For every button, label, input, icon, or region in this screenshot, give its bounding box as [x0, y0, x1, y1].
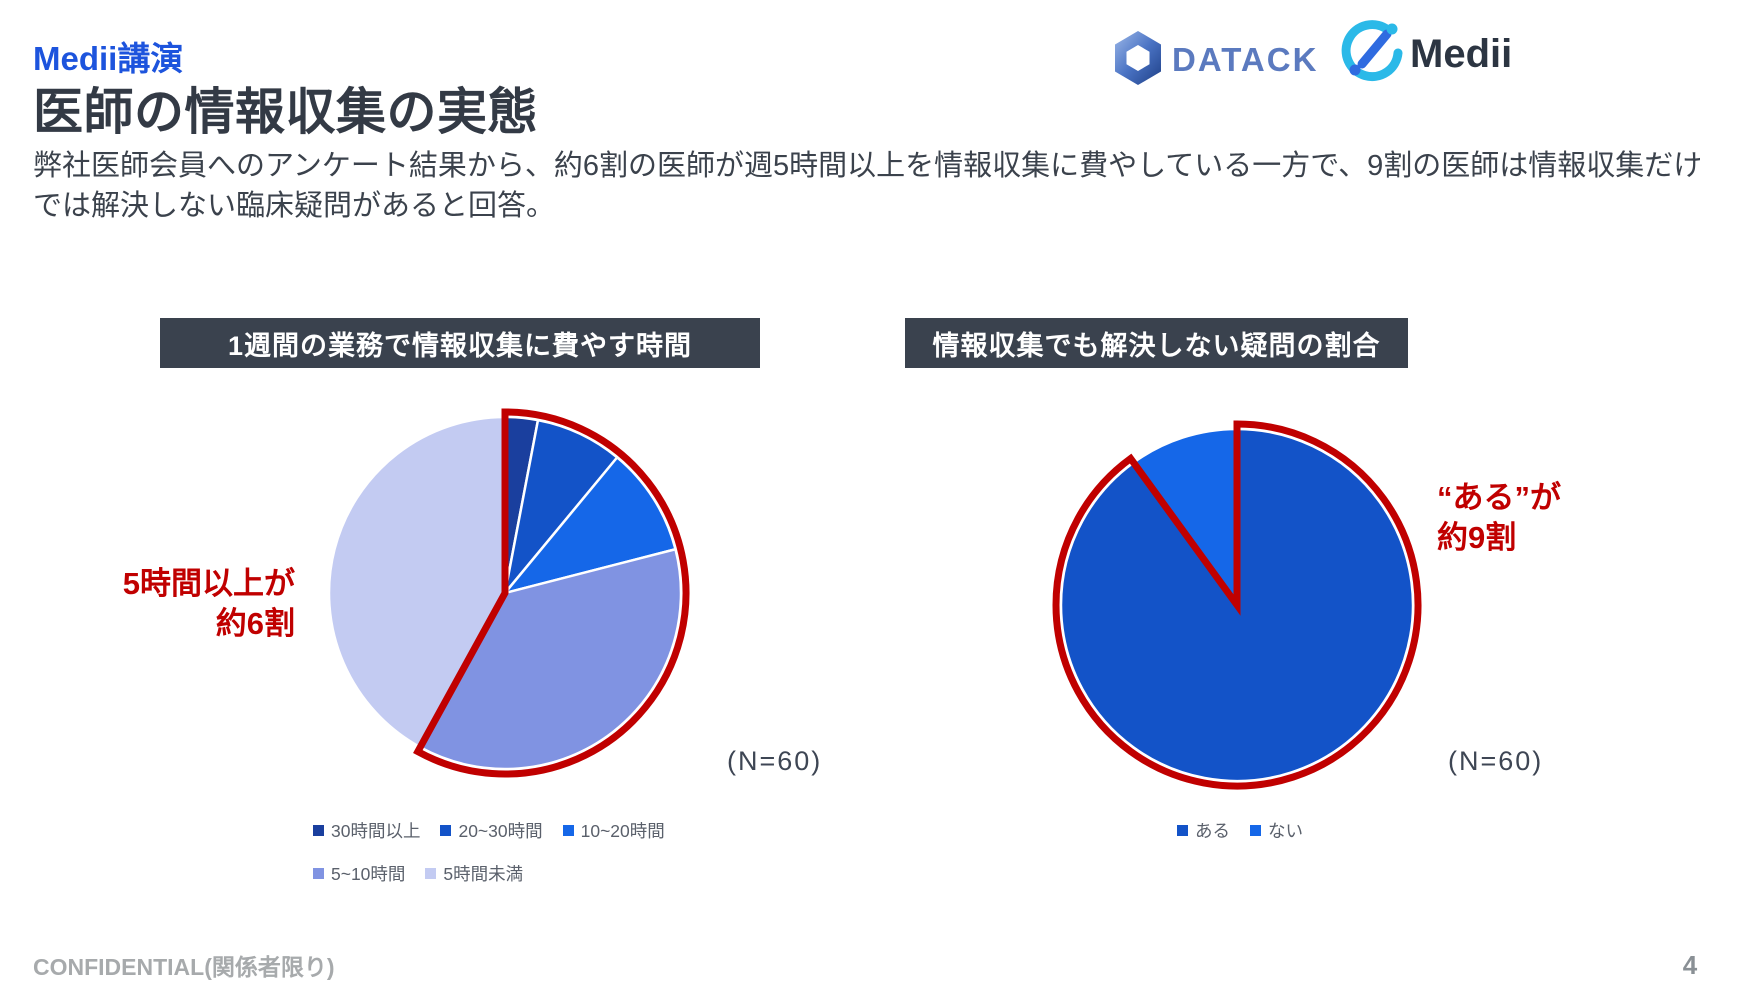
legend: ある ない: [1005, 818, 1475, 843]
legend-item-1: ある: [1177, 818, 1230, 843]
highlight-callout-9wari: “ある”が 約9割: [1437, 478, 1657, 558]
highlight-outline: [413, 408, 690, 778]
highlight-callout-6wari: 5時間以上が 約6割: [55, 564, 295, 644]
page-title: 医師の情報収集の実態: [33, 84, 538, 140]
legend-item-2: ない: [1250, 818, 1303, 843]
legend-item-3: 10~20時間: [562, 818, 665, 843]
sample-size-label: (N=60): [1448, 746, 1544, 776]
callout-line2: 約9割: [1437, 520, 1517, 555]
medii-logo: Medii: [1340, 20, 1550, 91]
legend-label: ない: [1268, 821, 1303, 841]
legend-marker-icon: [313, 868, 324, 879]
medii-swirl-icon: Medii: [1341, 20, 1512, 82]
legend-marker-icon: [562, 825, 574, 836]
highlight-outline: [1052, 420, 1422, 790]
legend-marker-icon: [425, 868, 437, 879]
legend-item-2: 20~30時間: [440, 818, 543, 843]
confidential-label: CONFIDENTIAL(関係者限り): [33, 954, 335, 980]
legend-item-1: 30時間以上: [313, 818, 420, 843]
legend-marker-icon: [1177, 825, 1188, 836]
sample-size-label: (N=60): [727, 746, 823, 776]
pie-slice-2: [503, 418, 619, 595]
callout-line1: “ある”が: [1437, 480, 1561, 515]
pie-slice-2: [1132, 427, 1239, 607]
page-number: 4: [1682, 950, 1698, 980]
pie-slice-4: [418, 547, 683, 771]
slide-kicker: Medii講演: [33, 40, 184, 77]
legend-label: 30時間以上: [331, 821, 421, 841]
pie-chart-unresolved-questions: [1052, 420, 1422, 790]
datack-wordmark: DATACK: [1172, 41, 1318, 78]
legend-item-5: 5時間未満: [425, 861, 523, 886]
legend-marker-icon: [440, 825, 452, 836]
chart-title-unresolved-questions: 情報収集でも解決しない疑問の割合: [905, 318, 1408, 368]
pie-slice-1: [1059, 427, 1415, 783]
pie-chart-time-spent: [327, 408, 690, 778]
pie-slice-5: [327, 415, 507, 749]
chart-title-time-spent: 1週間の業務で情報収集に費やす時間: [160, 318, 760, 368]
legend-label: 5時間未満: [443, 864, 524, 884]
legend: 30時間以上 20~30時間 10~20時間 5~10時間 5時間未満: [313, 818, 753, 886]
callout-line1: 5時間以上が: [122, 566, 295, 601]
datack-hexagon-icon: DATACK: [1115, 31, 1318, 85]
legend-label: 5~10時間: [331, 864, 406, 884]
legend-label: 20~30時間: [458, 821, 543, 841]
legend-label: 10~20時間: [580, 821, 665, 841]
lead-paragraph: 弊社医師会員へのアンケート結果から、約6割の医師が週5時間以上を情報収集に費やし…: [33, 150, 1703, 222]
legend-label: ある: [1195, 821, 1230, 841]
chart-panel-time-spent: 1週間の業務で情報収集に費やす時間 5時間以上が 約6割 (N=60) 30時間…: [123, 318, 820, 918]
datack-logo: DATACK: [1110, 28, 1342, 93]
chart-panel-unresolved-questions: 情報収集でも解決しない疑問の割合 “ある”が 約9割 (N=60) ある ない: [895, 318, 1561, 918]
medii-wordmark: Medii: [1410, 32, 1512, 76]
legend-marker-icon: [313, 825, 324, 836]
legend-item-4: 5~10時間: [313, 861, 405, 886]
callout-line2: 約6割: [215, 606, 295, 641]
legend-marker-icon: [1250, 825, 1261, 836]
